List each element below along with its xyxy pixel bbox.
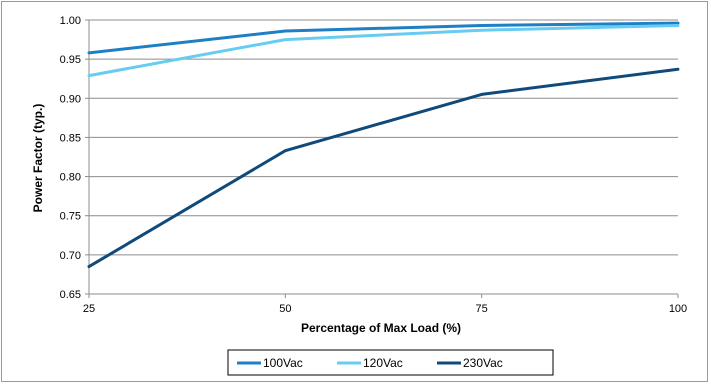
axes	[85, 19, 679, 298]
y-tick-label: 0.75	[60, 211, 81, 223]
series-line-120Vac	[87, 24, 680, 78]
y-tick-labels: 0.65 0.70 0.75 0.80 0.85 0.90 0.95 1.00	[60, 15, 81, 301]
x-tick-label: 50	[279, 303, 291, 315]
legend-box	[227, 349, 554, 376]
x-axis-label: Percentage of Max Load (%)	[301, 321, 461, 335]
y-tick-label: 0.70	[60, 250, 81, 262]
series-line-230Vac	[87, 67, 680, 269]
legend-label: 100Vac	[263, 356, 303, 370]
y-tick-label: 0.90	[60, 93, 81, 105]
y-tick-label: 0.85	[60, 132, 81, 144]
y-tick-label: 0.95	[60, 54, 81, 66]
legend-label: 120Vac	[363, 356, 403, 370]
y-axis-label: Power Factor (typ.)	[31, 104, 45, 213]
y-tick-label: 0.65	[60, 289, 81, 301]
x-tick-labels: 25 50 75 100	[83, 303, 687, 315]
series-line-100Vac	[87, 21, 680, 55]
x-tick-label: 75	[476, 303, 488, 315]
y-tick-label: 0.80	[60, 172, 81, 184]
gridlines	[89, 19, 678, 256]
y-tick-label: 1.00	[60, 15, 81, 27]
x-tick-label: 25	[83, 303, 95, 315]
x-tick-label: 100	[669, 303, 687, 315]
legend: 100Vac 120Vac 230Vac	[227, 349, 554, 376]
series-lines	[87, 21, 680, 269]
legend-label: 230Vac	[463, 356, 503, 370]
